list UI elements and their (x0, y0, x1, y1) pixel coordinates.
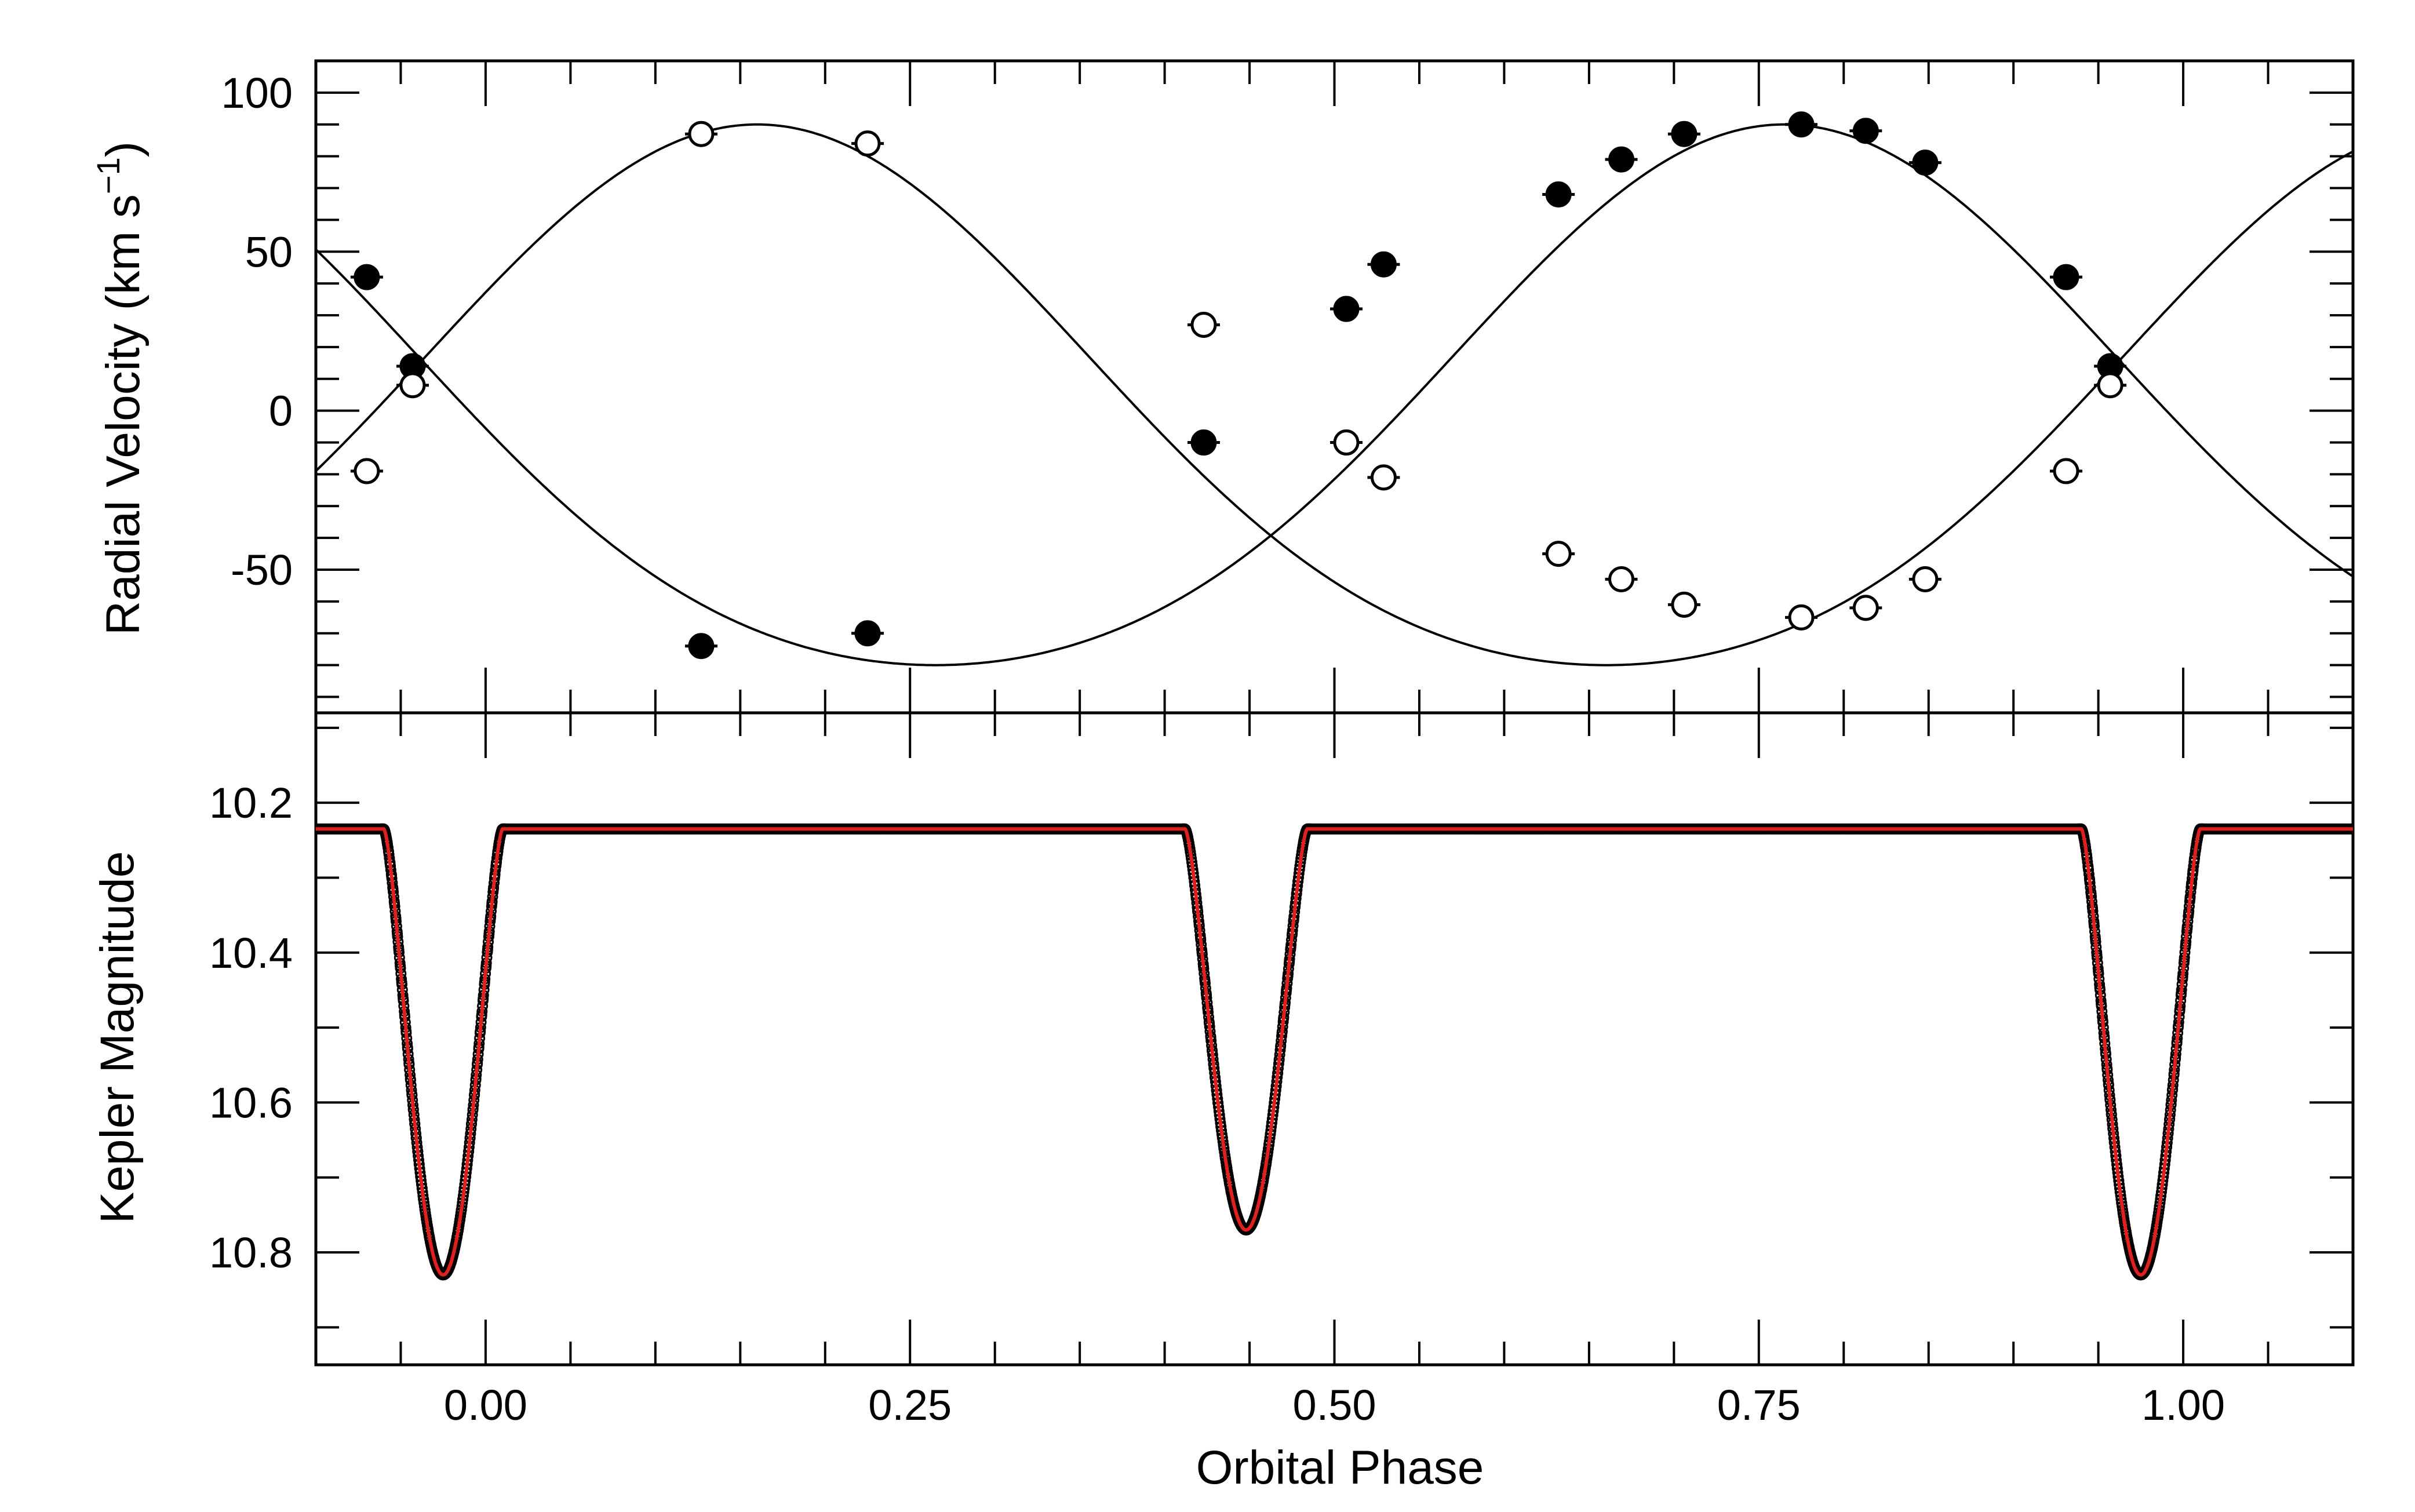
secondary-rv-point (1912, 566, 1939, 593)
rv-tick-label: -50 (231, 546, 293, 594)
orbital-phase-axis-label: Orbital Phase (1196, 1441, 1484, 1494)
primary-rv-point (354, 264, 380, 290)
secondary-rv-point (2097, 372, 2123, 399)
top-panel-frame (314, 59, 2355, 715)
ylabel-exponent: −1 (90, 157, 126, 194)
rv-tick-label: 100 (221, 69, 293, 117)
primary-rv-model-curve (316, 123, 2353, 666)
light-curve-model (316, 827, 2353, 1277)
secondary-rv-point (1190, 311, 1217, 338)
rv-tick-label: 0 (269, 387, 293, 435)
rv-tick-label: 50 (245, 228, 293, 276)
secondary-rv-point (854, 130, 881, 157)
primary-rv-point (1545, 181, 1572, 207)
primary-rv-point (2053, 264, 2079, 290)
secondary-rv-model-curve (316, 123, 2353, 666)
phase-tick-label: 0.25 (868, 1381, 952, 1429)
magnitude-tick-label: 10.2 (209, 779, 293, 827)
primary-rv-point (1190, 429, 1217, 456)
secondary-rv-point (1370, 464, 1397, 491)
ylabel-main: Radial Velocity (km s (97, 194, 150, 635)
phase-tick-label: 0.75 (1717, 1381, 1801, 1429)
secondary-rv-point (1333, 429, 1360, 456)
primary-rv-point (1912, 150, 1939, 176)
primary-rv-point (1671, 121, 1698, 147)
magnitude-tick-label: 10.6 (209, 1079, 293, 1127)
primary-rv-point (688, 633, 715, 660)
phase-tick-label: 1.00 (2141, 1381, 2225, 1429)
ylabel-close: ) (97, 141, 150, 157)
secondary-rv-point (1671, 591, 1698, 618)
magnitude-tick-label: 10.8 (209, 1229, 293, 1277)
kepler-magnitude-axis-label: Kepler Magnitude (91, 851, 144, 1224)
radial-velocity-axis-label: Radial Velocity (km s−1) (90, 141, 150, 635)
primary-rv-point (1608, 146, 1635, 173)
primary-rv-point (854, 620, 881, 647)
phase-tick-label: 0.50 (1292, 1381, 1376, 1429)
secondary-rv-point (399, 372, 426, 399)
primary-rv-point (1370, 251, 1397, 278)
secondary-rv-point (1852, 595, 1879, 621)
bottom-panel-frame (314, 711, 2355, 1367)
secondary-rv-point (688, 121, 715, 147)
secondary-rv-point (354, 458, 380, 484)
radial-velocity-panel: 100 50 0 -50 (221, 59, 2355, 715)
primary-rv-point (1852, 118, 1879, 144)
secondary-rv-point (1608, 566, 1635, 593)
primary-rv-point (1333, 296, 1360, 322)
primary-rv-point (1788, 111, 1815, 138)
secondary-rv-point (2053, 458, 2079, 484)
light-curve-data (316, 823, 2353, 1281)
magnitude-tick-label: 10.4 (209, 929, 293, 977)
phase-tick-label: 0.00 (444, 1381, 527, 1429)
secondary-rv-point (1545, 541, 1572, 567)
kepler-magnitude-panel: 10.2 10.4 10.6 10.8 0.00 0.25 0.50 0.75 1.00 (209, 711, 2355, 1429)
secondary-rv-point (1788, 604, 1815, 631)
